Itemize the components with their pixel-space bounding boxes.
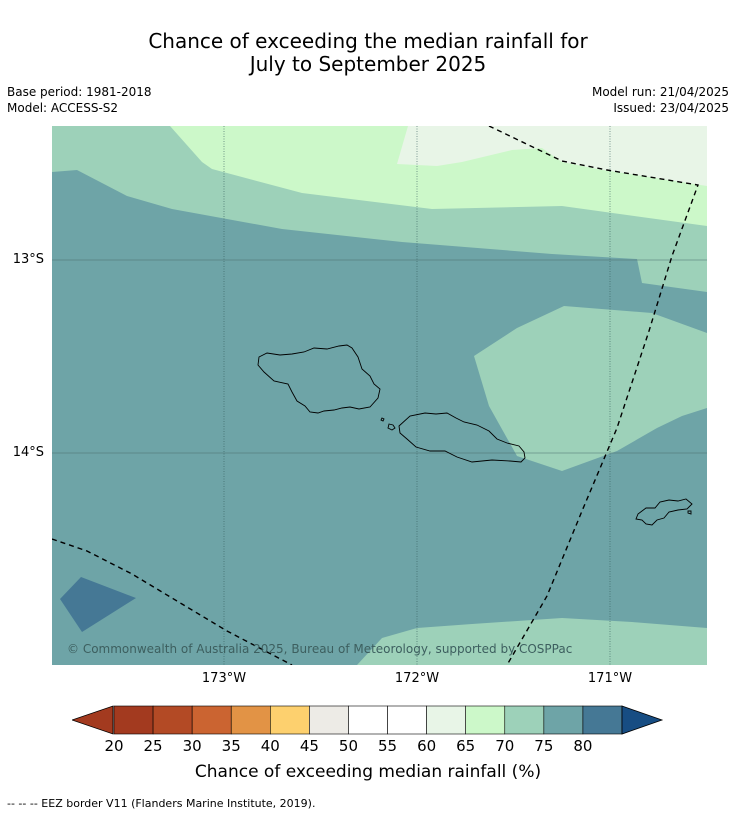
colorbar-tick-label: 70	[495, 737, 515, 755]
apolima-islet	[380, 417, 385, 422]
colorbar-cell	[465, 705, 506, 735]
colorbar-cell	[504, 705, 545, 735]
base-period: Base period: 1981-2018	[7, 85, 152, 99]
savaii-island	[257, 344, 381, 414]
colorbar-tick-label: 80	[573, 737, 593, 755]
colorbar-cell	[230, 705, 271, 735]
colorbar-cell	[309, 705, 349, 735]
colorbar-cell	[113, 705, 154, 735]
colorbar-cell	[152, 705, 193, 735]
colorbar-cell	[348, 705, 388, 735]
colorbar-cell	[270, 705, 310, 735]
colorbar-label: Chance of exceeding median rainfall (%)	[194, 762, 542, 782]
colorbar	[70, 705, 664, 735]
lon-label-172w: 172°W	[394, 671, 440, 686]
map-canvas	[52, 126, 707, 665]
eez-footnote: -- -- -- EEZ border V11 (Flanders Marine…	[7, 797, 316, 810]
colorbar-tick-label: 40	[260, 737, 280, 755]
colorbar-cell	[191, 705, 232, 735]
chart-title: Chance of exceeding the median rainfall …	[0, 30, 736, 76]
colorbar-tick-label: 30	[182, 737, 202, 755]
eez-border	[52, 126, 699, 665]
lat-label-13s: 13°S	[12, 252, 44, 267]
lon-label-171w: 171°W	[587, 671, 633, 686]
rainfall-map[interactable]	[52, 126, 707, 665]
latitude-lines	[52, 259, 707, 454]
model-run: Model run: 21/04/2025	[591, 85, 729, 99]
manono-islet	[387, 423, 396, 431]
zone-75-80-southwest	[60, 577, 136, 632]
colorbar-tick-label: 35	[221, 737, 241, 755]
colorbar-cell	[426, 705, 466, 735]
lat-label-14s: 14°S	[12, 445, 44, 460]
colorbar-tick-label: 60	[417, 737, 437, 755]
colorbar-tick-label: 45	[299, 737, 319, 755]
colorbar-cell	[582, 705, 623, 735]
tutuila-island	[635, 498, 693, 526]
zone-55-60-north	[397, 126, 707, 186]
colorbar-low-extend	[70, 705, 114, 735]
colorbar-high-extend	[621, 705, 664, 735]
colorbar-graphic	[70, 705, 664, 735]
zone-65-70-south	[357, 618, 707, 665]
aunuu-islet	[687, 510, 692, 515]
title-line-1: Chance of exceeding the median rainfall …	[148, 29, 588, 53]
upolu-island	[398, 412, 526, 463]
model-name: Model: ACCESS-S2	[7, 101, 119, 115]
colorbar-cell	[387, 705, 427, 735]
meta-left: Base period: 1981-2018 Model: ACCESS-S2	[7, 84, 152, 116]
colorbar-tick-label: 50	[338, 737, 358, 755]
issued-date: Issued: 23/04/2025	[613, 101, 729, 115]
colorbar-tick-label: 20	[104, 737, 124, 755]
islands	[257, 344, 693, 526]
lon-label-173w: 173°W	[201, 671, 247, 686]
copyright-notice: © Commonwealth of Australia 2025, Bureau…	[67, 642, 573, 656]
title-line-2: July to September 2025	[249, 52, 487, 76]
colorbar-tick-label: 25	[143, 737, 163, 755]
zone-65-70-east	[474, 306, 707, 471]
colorbar-tick-label: 75	[534, 737, 554, 755]
colorbar-cell	[543, 705, 584, 735]
colorbar-tick-label: 65	[456, 737, 476, 755]
colorbar-tick-label: 55	[377, 737, 398, 755]
meta-right: Model run: 21/04/2025 Issued: 23/04/2025	[592, 84, 729, 116]
